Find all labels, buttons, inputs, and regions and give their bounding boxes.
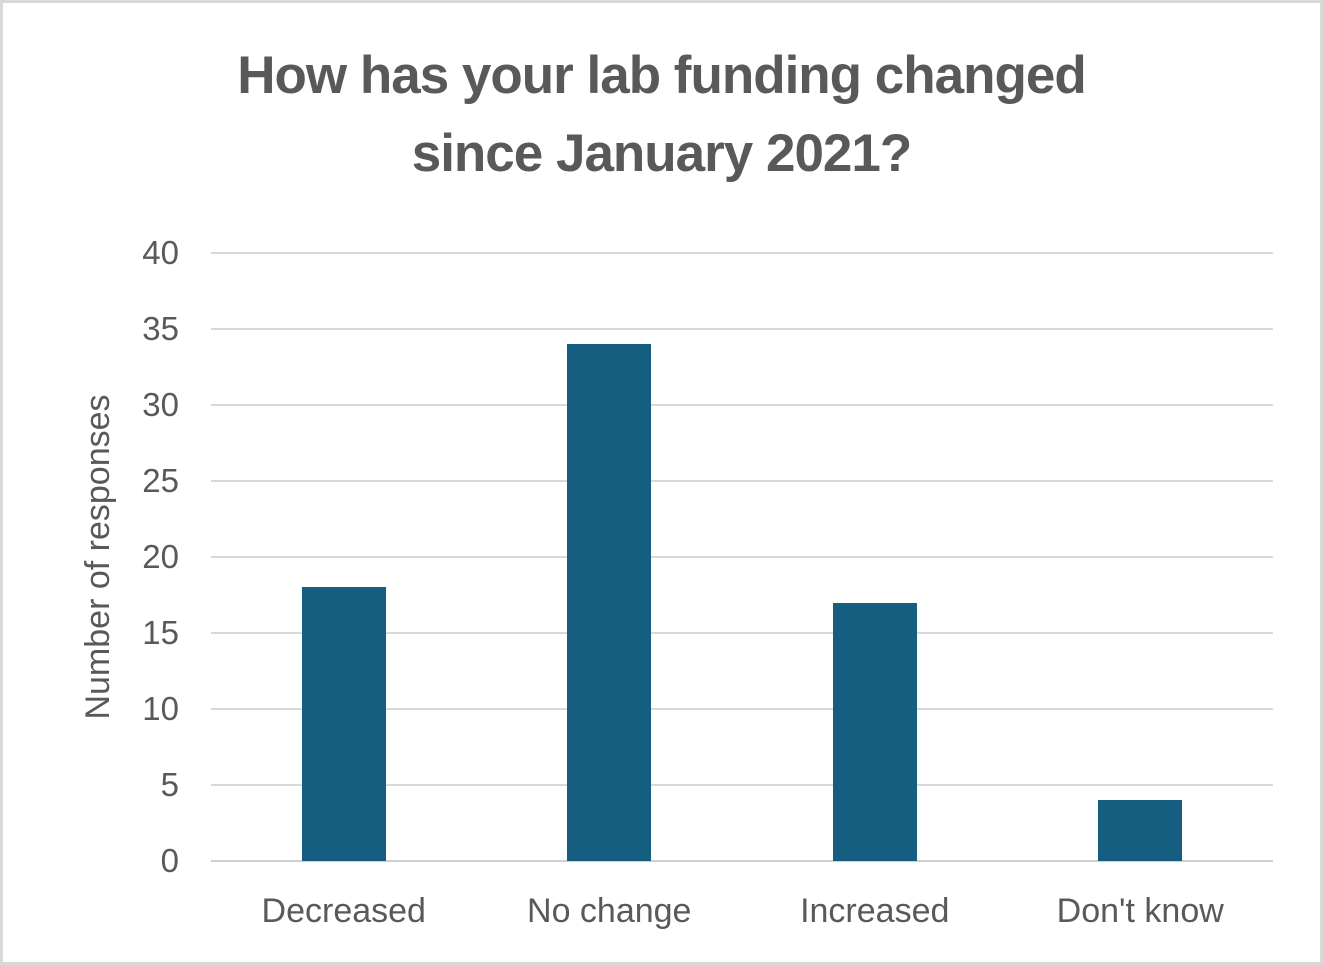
y-tick-label-0: 0 xyxy=(160,842,179,879)
y-tick-label-30: 30 xyxy=(142,386,179,423)
y-tick-label-25: 25 xyxy=(142,462,179,499)
bar-increased xyxy=(832,602,917,861)
gridline-35 xyxy=(211,328,1273,330)
y-tick-label-10: 10 xyxy=(142,690,179,727)
x-category-label-no-change: No change xyxy=(527,892,692,930)
gridline-25 xyxy=(211,480,1273,482)
x-axis-line xyxy=(211,860,1273,862)
bar-decreased xyxy=(301,587,386,861)
gridline-10 xyxy=(211,708,1273,710)
gridline-30 xyxy=(211,404,1273,406)
chart-title-line-2: since January 2021? xyxy=(411,124,913,183)
gridline-20 xyxy=(211,556,1273,558)
y-tick-label-15: 15 xyxy=(142,614,179,651)
y-tick-label-40: 40 xyxy=(142,234,179,271)
x-category-label-decreased: Decreased xyxy=(261,892,426,930)
chart-title: How has your lab funding changed since J… xyxy=(3,37,1320,193)
chart-title-line-1: How has your lab funding changed xyxy=(237,46,1086,105)
gridline-5 xyxy=(211,784,1273,786)
y-tick-label-35: 35 xyxy=(142,310,179,347)
gridline-40 xyxy=(211,252,1273,254)
gridline-15 xyxy=(211,632,1273,634)
x-category-label-increased: Increased xyxy=(800,892,950,930)
bar-don-t-know xyxy=(1098,800,1183,861)
y-tick-label-20: 20 xyxy=(142,538,179,575)
x-category-label-don-t-know: Don't know xyxy=(1056,892,1224,930)
y-tick-label-5: 5 xyxy=(160,766,179,803)
bar-no-change xyxy=(567,344,652,861)
